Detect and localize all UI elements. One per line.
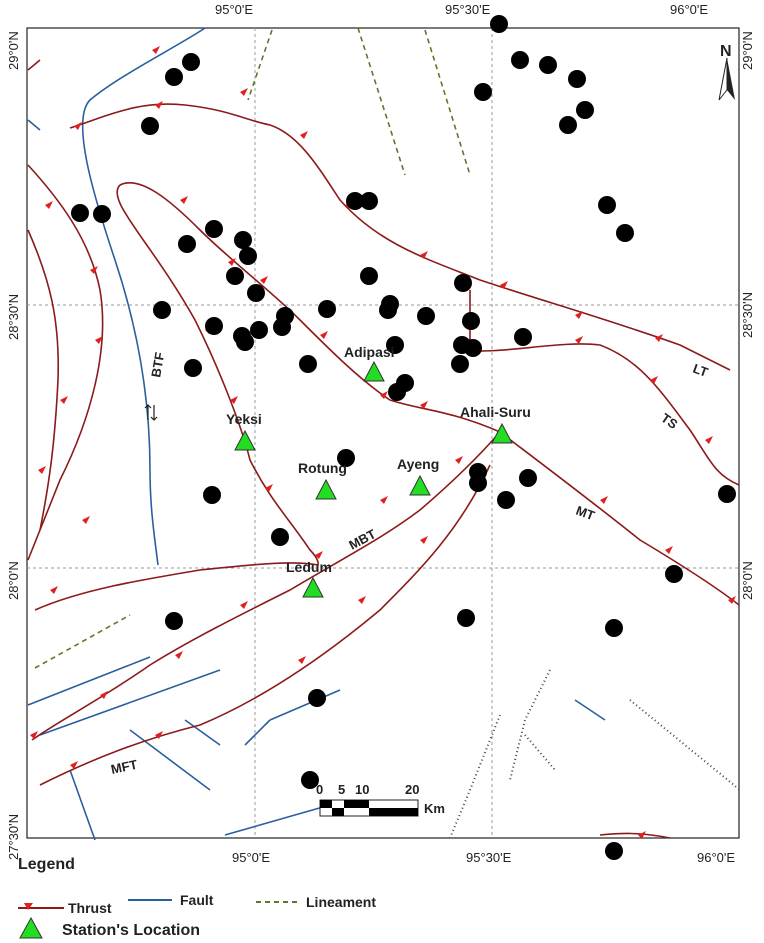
lon-tick-bottom-95-0: 95°0'E (232, 850, 270, 865)
legend-station-triangle-icon (19, 916, 43, 939)
station-marker-adipasi[interactable] (363, 360, 385, 382)
station-marker-rotung[interactable] (315, 478, 337, 500)
lon-tick-top-96-0: 96°0'E (670, 2, 708, 17)
lon-tick-bottom-96-0: 96°0'E (697, 850, 735, 865)
scale-tick-0: 0 (316, 782, 323, 797)
lat-tick-right-28: 28°0'N (740, 561, 755, 600)
lat-tick-right-29: 29°0'N (740, 31, 755, 70)
station-marker-ahali-suru[interactable] (491, 422, 513, 444)
lon-tick-bottom-95-30: 95°30'E (466, 850, 512, 865)
lon-tick-top-95-0: 95°0'E (215, 2, 253, 17)
fault-label-mft: MFT (110, 757, 139, 777)
scale-tick-10: 10 (355, 782, 369, 797)
thrust-triangles (30, 46, 736, 839)
fault-label-btf: BTF (148, 351, 167, 379)
fault-label-lt: LT (691, 361, 710, 380)
event-markers (71, 15, 736, 860)
lat-tick-left-28: 28°0'N (6, 561, 21, 600)
legend-thrust-triangle-icon (24, 903, 33, 910)
scale-tick-20: 20 (405, 782, 419, 797)
station-label-ayeng: Ayeng (397, 456, 439, 472)
station-marker-ayeng[interactable] (409, 474, 431, 496)
legend-thrust-label: Thrust (68, 900, 112, 916)
lat-tick-left-28-30: 28°30'N (6, 294, 21, 340)
scale-bar: 0 5 10 20 Km (316, 782, 445, 817)
stations (234, 360, 513, 598)
legend-symbols (18, 899, 300, 939)
lat-tick-right-28-30: 28°30'N (740, 292, 755, 338)
faults (27, 27, 606, 841)
scale-unit: Km (424, 801, 445, 816)
thrust-lines (27, 59, 740, 839)
legend-fault-label: Fault (180, 892, 214, 908)
station-label-rotung: Rotung (298, 460, 347, 476)
station-marker-ledum[interactable] (302, 576, 324, 598)
north-arrow-icon: N (718, 43, 735, 101)
lat-tick-left-29: 29°0'N (6, 31, 21, 70)
station-label-adipasi: Adipasi (344, 344, 395, 360)
legend-station-label: Station's Location (62, 922, 201, 939)
station-label-yeksi: Yeksi (226, 411, 262, 427)
lineaments (34, 27, 471, 669)
legend-title: Legend (18, 856, 75, 873)
north-label: N (720, 43, 732, 60)
lat-tick-left-27-30: 27°30'N (6, 814, 21, 860)
lon-tick-top-95-30: 95°30'E (445, 2, 491, 17)
map-frame (26, 27, 740, 839)
station-label-ahali-suru: Ahali-Suru (460, 404, 531, 420)
dotted-lineaments (449, 669, 741, 839)
strike-slip-arrows-icon (144, 404, 158, 421)
fault-label-mt: MT (574, 503, 597, 524)
station-marker-yeksi[interactable] (234, 429, 256, 451)
scale-tick-5: 5 (338, 782, 345, 797)
legend-lineament-label: Lineament (306, 894, 377, 910)
station-label-ledum: Ledum (286, 559, 332, 575)
